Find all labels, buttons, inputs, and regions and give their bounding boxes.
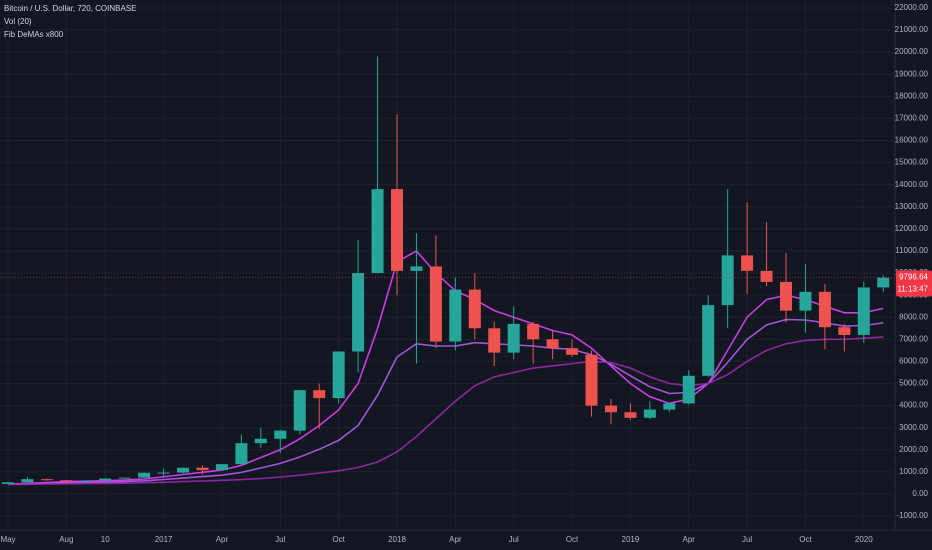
countdown: 11:13:47 — [897, 285, 928, 294]
candle-body — [760, 270, 773, 282]
x-tick-label: Apr — [449, 535, 462, 544]
y-tick-label: 21000.00 — [895, 25, 929, 34]
candle-body — [566, 348, 579, 355]
candle-body — [838, 327, 851, 335]
x-tick-label: Oct — [566, 535, 579, 544]
x-tick-label: 2017 — [155, 535, 173, 544]
x-tick-label: Apr — [216, 535, 229, 544]
ma-line — [7, 336, 884, 486]
candle-body — [663, 403, 676, 410]
x-tick-label: Oct — [332, 535, 345, 544]
candle-body — [488, 328, 501, 353]
candle-body — [604, 405, 617, 413]
candle-body — [780, 281, 792, 311]
ma-line — [7, 249, 884, 485]
y-tick-label: -1000.00 — [896, 511, 928, 520]
candle-body — [254, 438, 267, 444]
y-tick-label: 1000.00 — [899, 467, 928, 476]
y-tick-label: 7000.00 — [899, 334, 928, 343]
y-tick-label: 0.00 — [912, 489, 928, 498]
x-tick-label: Jul — [509, 535, 519, 544]
candle-body — [585, 354, 598, 406]
candle-body — [371, 189, 384, 274]
y-tick-label: 5000.00 — [899, 379, 928, 388]
candle-body — [721, 255, 734, 306]
y-tick-label: 3000.00 — [899, 423, 928, 432]
y-tick-label: 19000.00 — [895, 69, 929, 78]
y-tick-label: 18000.00 — [895, 91, 929, 100]
x-tick-label: Jul — [275, 535, 285, 544]
y-tick-label: 4000.00 — [899, 401, 928, 410]
candle-body — [546, 339, 559, 349]
y-tick-label: 17000.00 — [895, 114, 929, 123]
y-tick-label: 6000.00 — [899, 357, 928, 366]
candle-body — [118, 477, 131, 479]
candle-body — [332, 351, 345, 399]
candle-body — [624, 412, 637, 418]
candle-body — [410, 266, 423, 271]
x-tick-label: Apr — [683, 535, 696, 544]
candle-body — [643, 409, 656, 418]
x-tick-label: Aug — [59, 535, 73, 544]
x-tick-label: 2019 — [622, 535, 640, 544]
grid — [0, 0, 895, 530]
x-tick-label: Oct — [799, 535, 812, 544]
y-tick-label: 2000.00 — [899, 445, 928, 454]
candle-body — [799, 291, 812, 311]
candle-body — [79, 480, 92, 482]
candle-body — [391, 189, 403, 271]
x-tick-label: May — [0, 535, 15, 544]
candle-body — [313, 390, 326, 399]
candle-body — [682, 375, 695, 404]
y-tick-label: 14000.00 — [895, 180, 929, 189]
indicator-label: Vol (20) — [4, 17, 32, 26]
y-tick-label: 22000.00 — [895, 3, 929, 12]
candle-body — [507, 323, 520, 353]
y-tick-label: 15000.00 — [895, 158, 929, 167]
candle-body — [818, 291, 831, 328]
candle-body — [21, 479, 34, 483]
ma-line — [7, 318, 884, 486]
candle-body — [702, 305, 715, 376]
candle-body — [60, 480, 73, 482]
candle-body — [857, 287, 870, 335]
y-tick-label: 12000.00 — [895, 224, 929, 233]
candle-body — [877, 277, 890, 288]
x-tick-label: 2018 — [388, 535, 406, 544]
y-tick-label: 13000.00 — [895, 202, 929, 211]
candle-body — [215, 464, 228, 471]
candle-body — [40, 479, 53, 481]
y-tick-label: 8000.00 — [899, 312, 928, 321]
candle-body — [177, 467, 190, 473]
candle-body — [741, 255, 754, 271]
indicator-label: Fib DeMAs x800 — [4, 30, 64, 39]
candle-body — [449, 289, 462, 342]
y-tick-label: 16000.00 — [895, 136, 929, 145]
x-tick-label: 10 — [101, 535, 110, 544]
candle-body — [293, 390, 306, 431]
candle-body — [468, 289, 481, 329]
price-label: 9796.64 — [899, 273, 928, 282]
candle-body — [352, 273, 365, 352]
x-tick-label: Jul — [742, 535, 752, 544]
candle-body — [235, 443, 248, 465]
candle-body — [99, 478, 112, 481]
y-tick-label: 20000.00 — [895, 47, 929, 56]
candle-body — [429, 266, 442, 342]
candle-body — [2, 482, 14, 485]
candle-body — [157, 472, 170, 474]
candle-body — [138, 472, 151, 478]
candle-body — [527, 323, 540, 340]
y-tick-label: 11000.00 — [895, 246, 928, 255]
x-tick-label: 2020 — [855, 535, 873, 544]
chart-title: Bitcoin / U.S. Dollar, 720, COINBASE — [4, 4, 137, 13]
price-label-box — [896, 270, 932, 297]
plot — [2, 56, 890, 486]
candle-body — [196, 467, 209, 471]
candle-body — [274, 430, 287, 439]
